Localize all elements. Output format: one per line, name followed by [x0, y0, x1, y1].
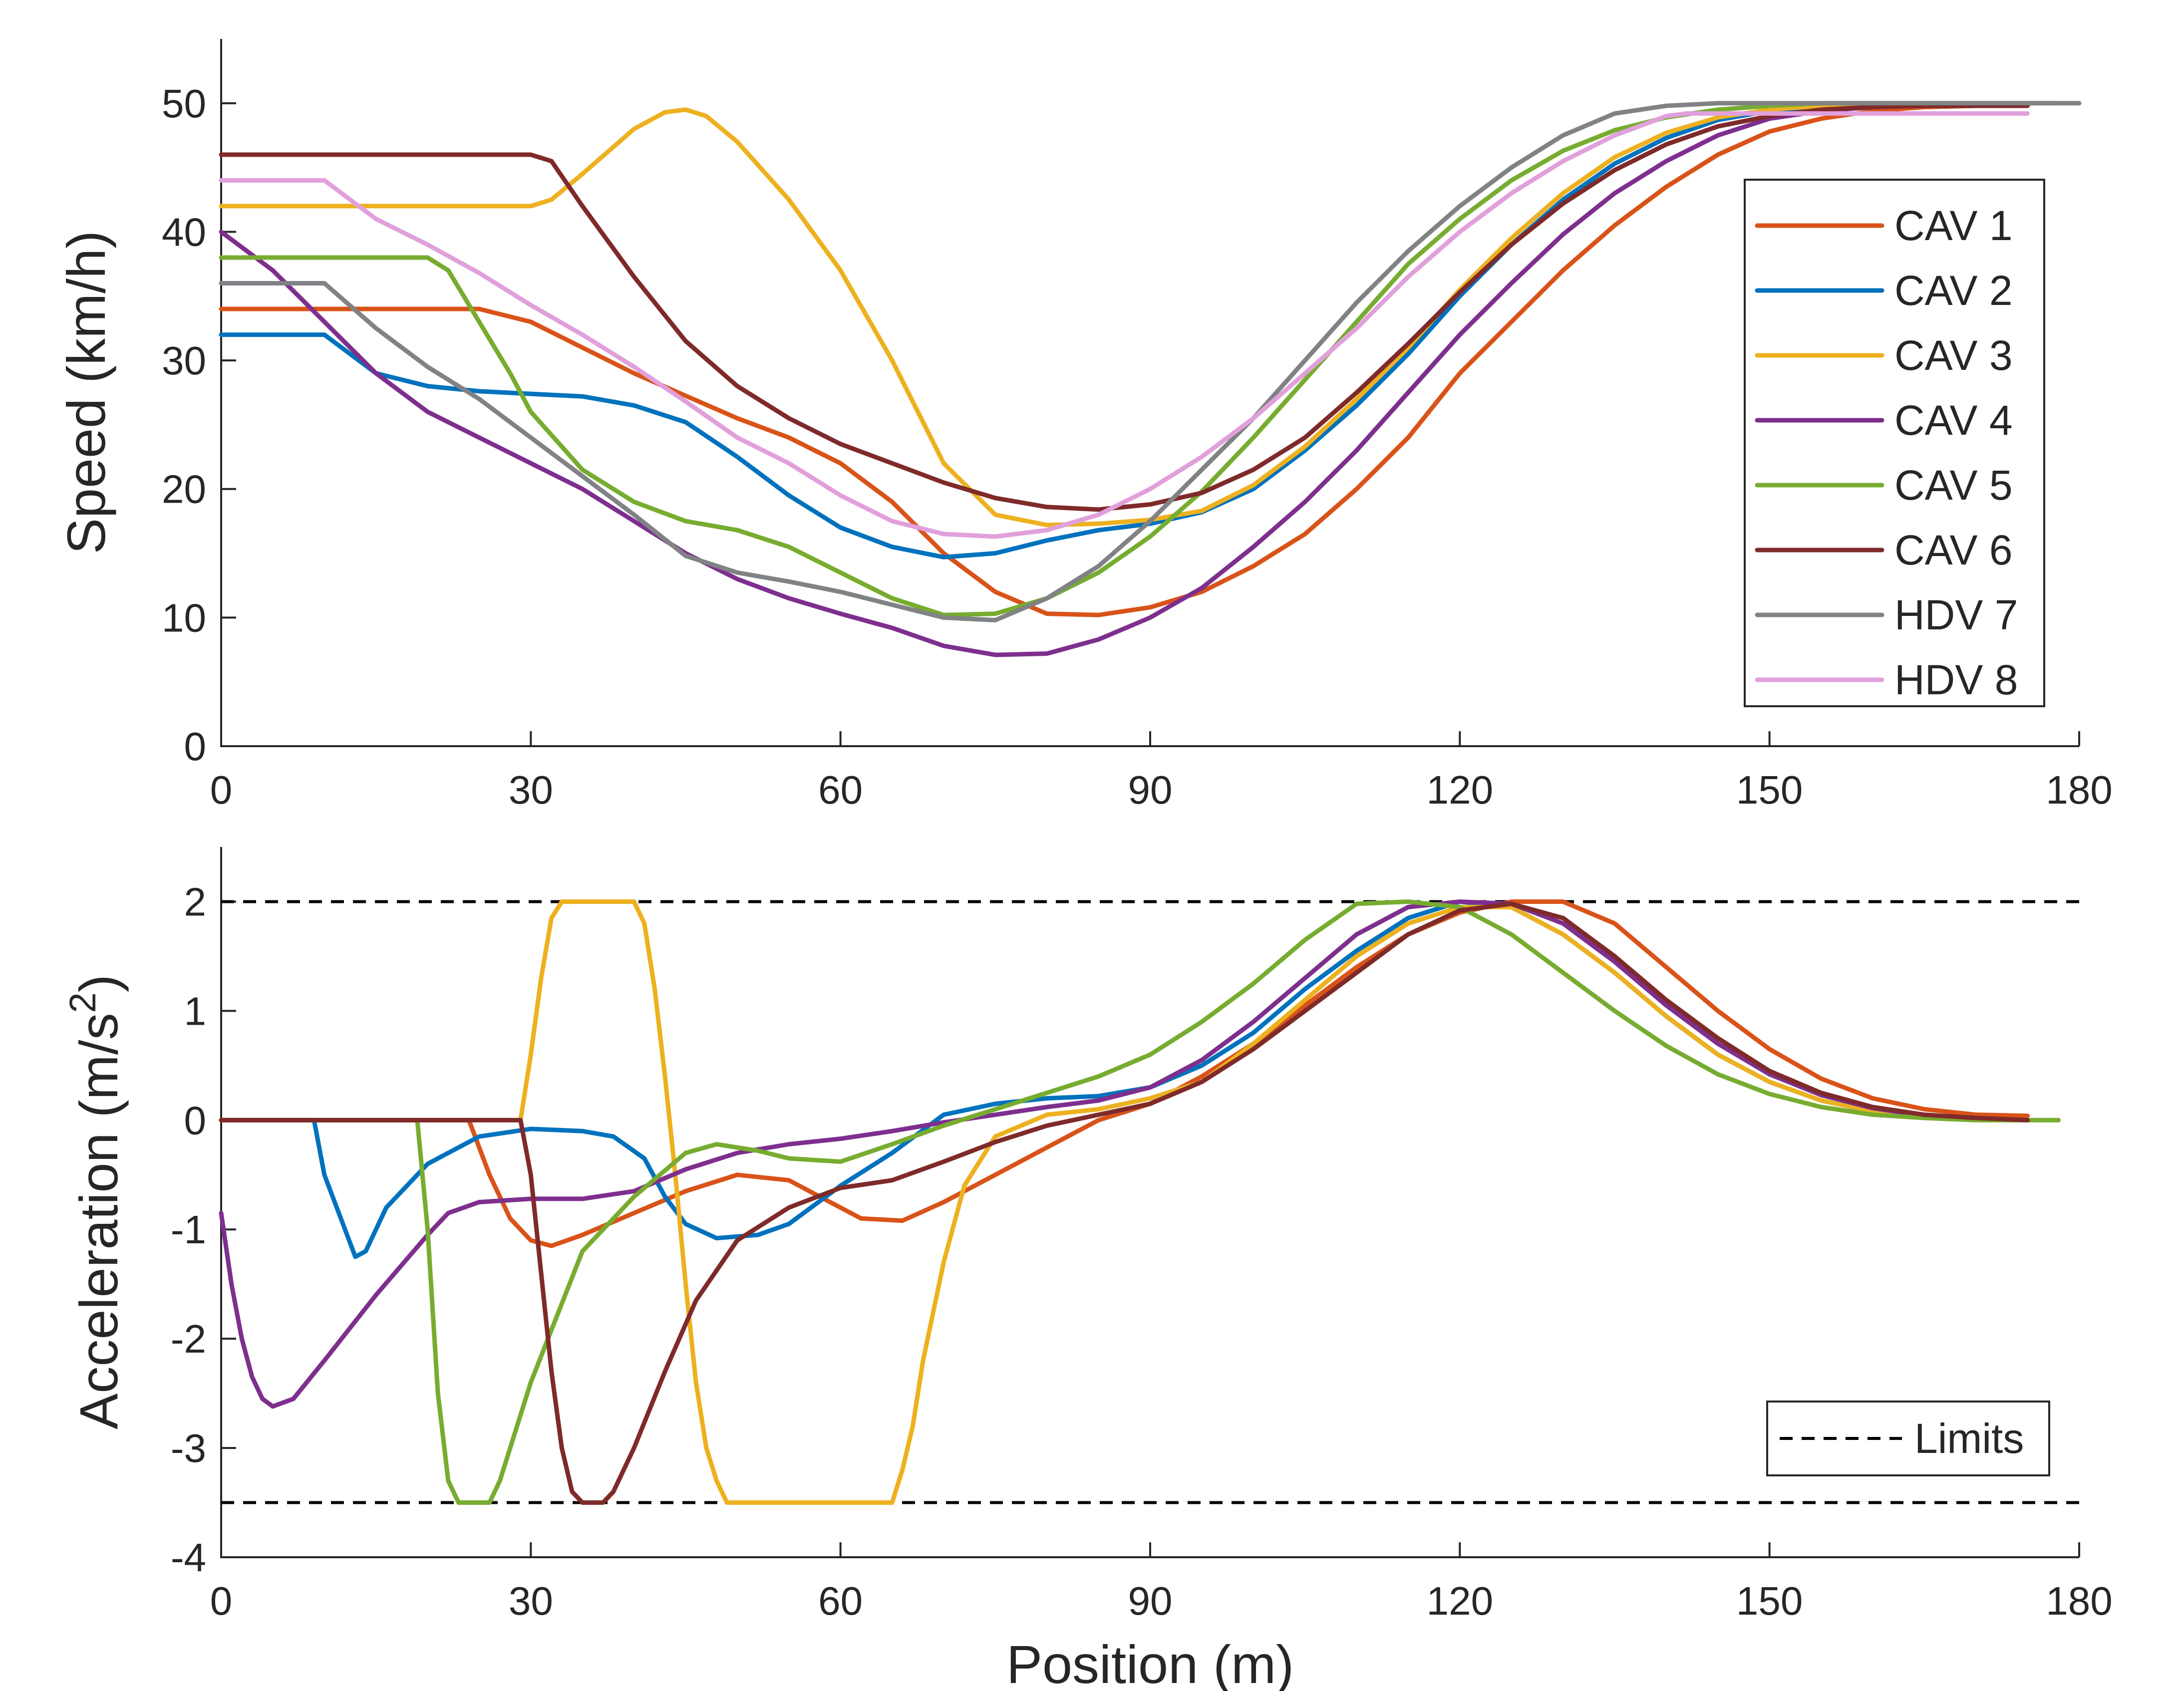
y-tick-label: 10 — [162, 595, 206, 640]
y-tick-label: -1 — [171, 1207, 206, 1252]
legend-label: CAV 5 — [1894, 462, 2013, 509]
series-line-hdv-8 — [219, 111, 2030, 539]
speed-chart: 0 30 60 90 120 150 180 0 10 20 30 40 50 Speed (km/h) C… — [56, 39, 2113, 812]
series-line-hdv-7 — [219, 101, 2082, 622]
x-tick-label: 60 — [818, 768, 863, 812]
x-tick-label: 30 — [509, 768, 553, 812]
legend — [1744, 179, 2045, 707]
series-line-cav-6 — [219, 901, 2030, 1505]
series-line-cav-2 — [219, 103, 1978, 560]
series-line-cav-5 — [219, 899, 2061, 1505]
series-line-cav-1 — [219, 899, 2030, 1248]
y-tick-label: 2 — [184, 879, 207, 924]
y-tick-label: 40 — [162, 210, 206, 254]
y-tick-label: 20 — [162, 467, 206, 512]
legend-label: CAV 6 — [1894, 527, 2013, 573]
legend-label: CAV 2 — [1894, 267, 2013, 314]
legend-label: HDV 7 — [1894, 591, 2018, 638]
x-tick-label: 180 — [2046, 768, 2112, 812]
x-tick-label: 120 — [1427, 768, 1493, 812]
y-tick-label: -2 — [171, 1317, 206, 1361]
y-tick-label: 30 — [162, 338, 206, 383]
x-tick-label: 150 — [1736, 1579, 1803, 1623]
y-tick-label: -3 — [171, 1426, 206, 1470]
legend-label: CAV 1 — [1894, 202, 2013, 249]
x-tick-label: 0 — [210, 768, 233, 812]
y-axis-label-suffix: ) — [68, 974, 129, 992]
acceleration-chart: 0 30 60 90 120 150 180-4-3-2-1012Acceleration … — [62, 847, 2113, 1691]
x-tick-label: 180 — [2046, 1579, 2112, 1623]
x-tick-label: 30 — [509, 1579, 553, 1623]
x-tick-label: 90 — [1128, 768, 1173, 812]
y-axis-label-exponent: 2 — [62, 992, 103, 1013]
x-tick-label: 0 — [210, 1579, 233, 1623]
series-line-cav-4 — [219, 899, 2030, 1409]
x-tick-label: 90 — [1128, 1579, 1173, 1623]
y-axis-label: Acceleration (m/s2) — [62, 974, 129, 1429]
y-axis-label-text: Acceleration (m/s — [68, 1013, 129, 1429]
legend-label: HDV 8 — [1894, 656, 2018, 703]
y-tick-label: -4 — [171, 1535, 206, 1580]
series-line-cav-3 — [219, 103, 1927, 528]
y-tick-label: 0 — [184, 724, 207, 769]
x-tick-label: 60 — [818, 1579, 863, 1623]
y-tick-label: 0 — [184, 1098, 207, 1142]
series-line-cav-6 — [219, 103, 2030, 512]
legend-label: CAV 3 — [1894, 332, 2013, 379]
y-axis-label: Speed (km/h) — [56, 231, 116, 554]
series-line-cav-1 — [219, 103, 2030, 617]
y-tick-label: 50 — [162, 81, 206, 126]
y-tick-label: 1 — [184, 989, 207, 1033]
series-line-cav-3 — [219, 899, 2030, 1505]
legend-label: CAV 4 — [1894, 397, 2013, 444]
x-tick-label: 150 — [1736, 768, 1803, 812]
x-tick-label: 120 — [1427, 1579, 1493, 1623]
x-axis-label: Position (m) — [1006, 1634, 1294, 1691]
series-line-cav-4 — [219, 103, 1978, 657]
legend-label-limits: Limits — [1914, 1415, 2024, 1462]
